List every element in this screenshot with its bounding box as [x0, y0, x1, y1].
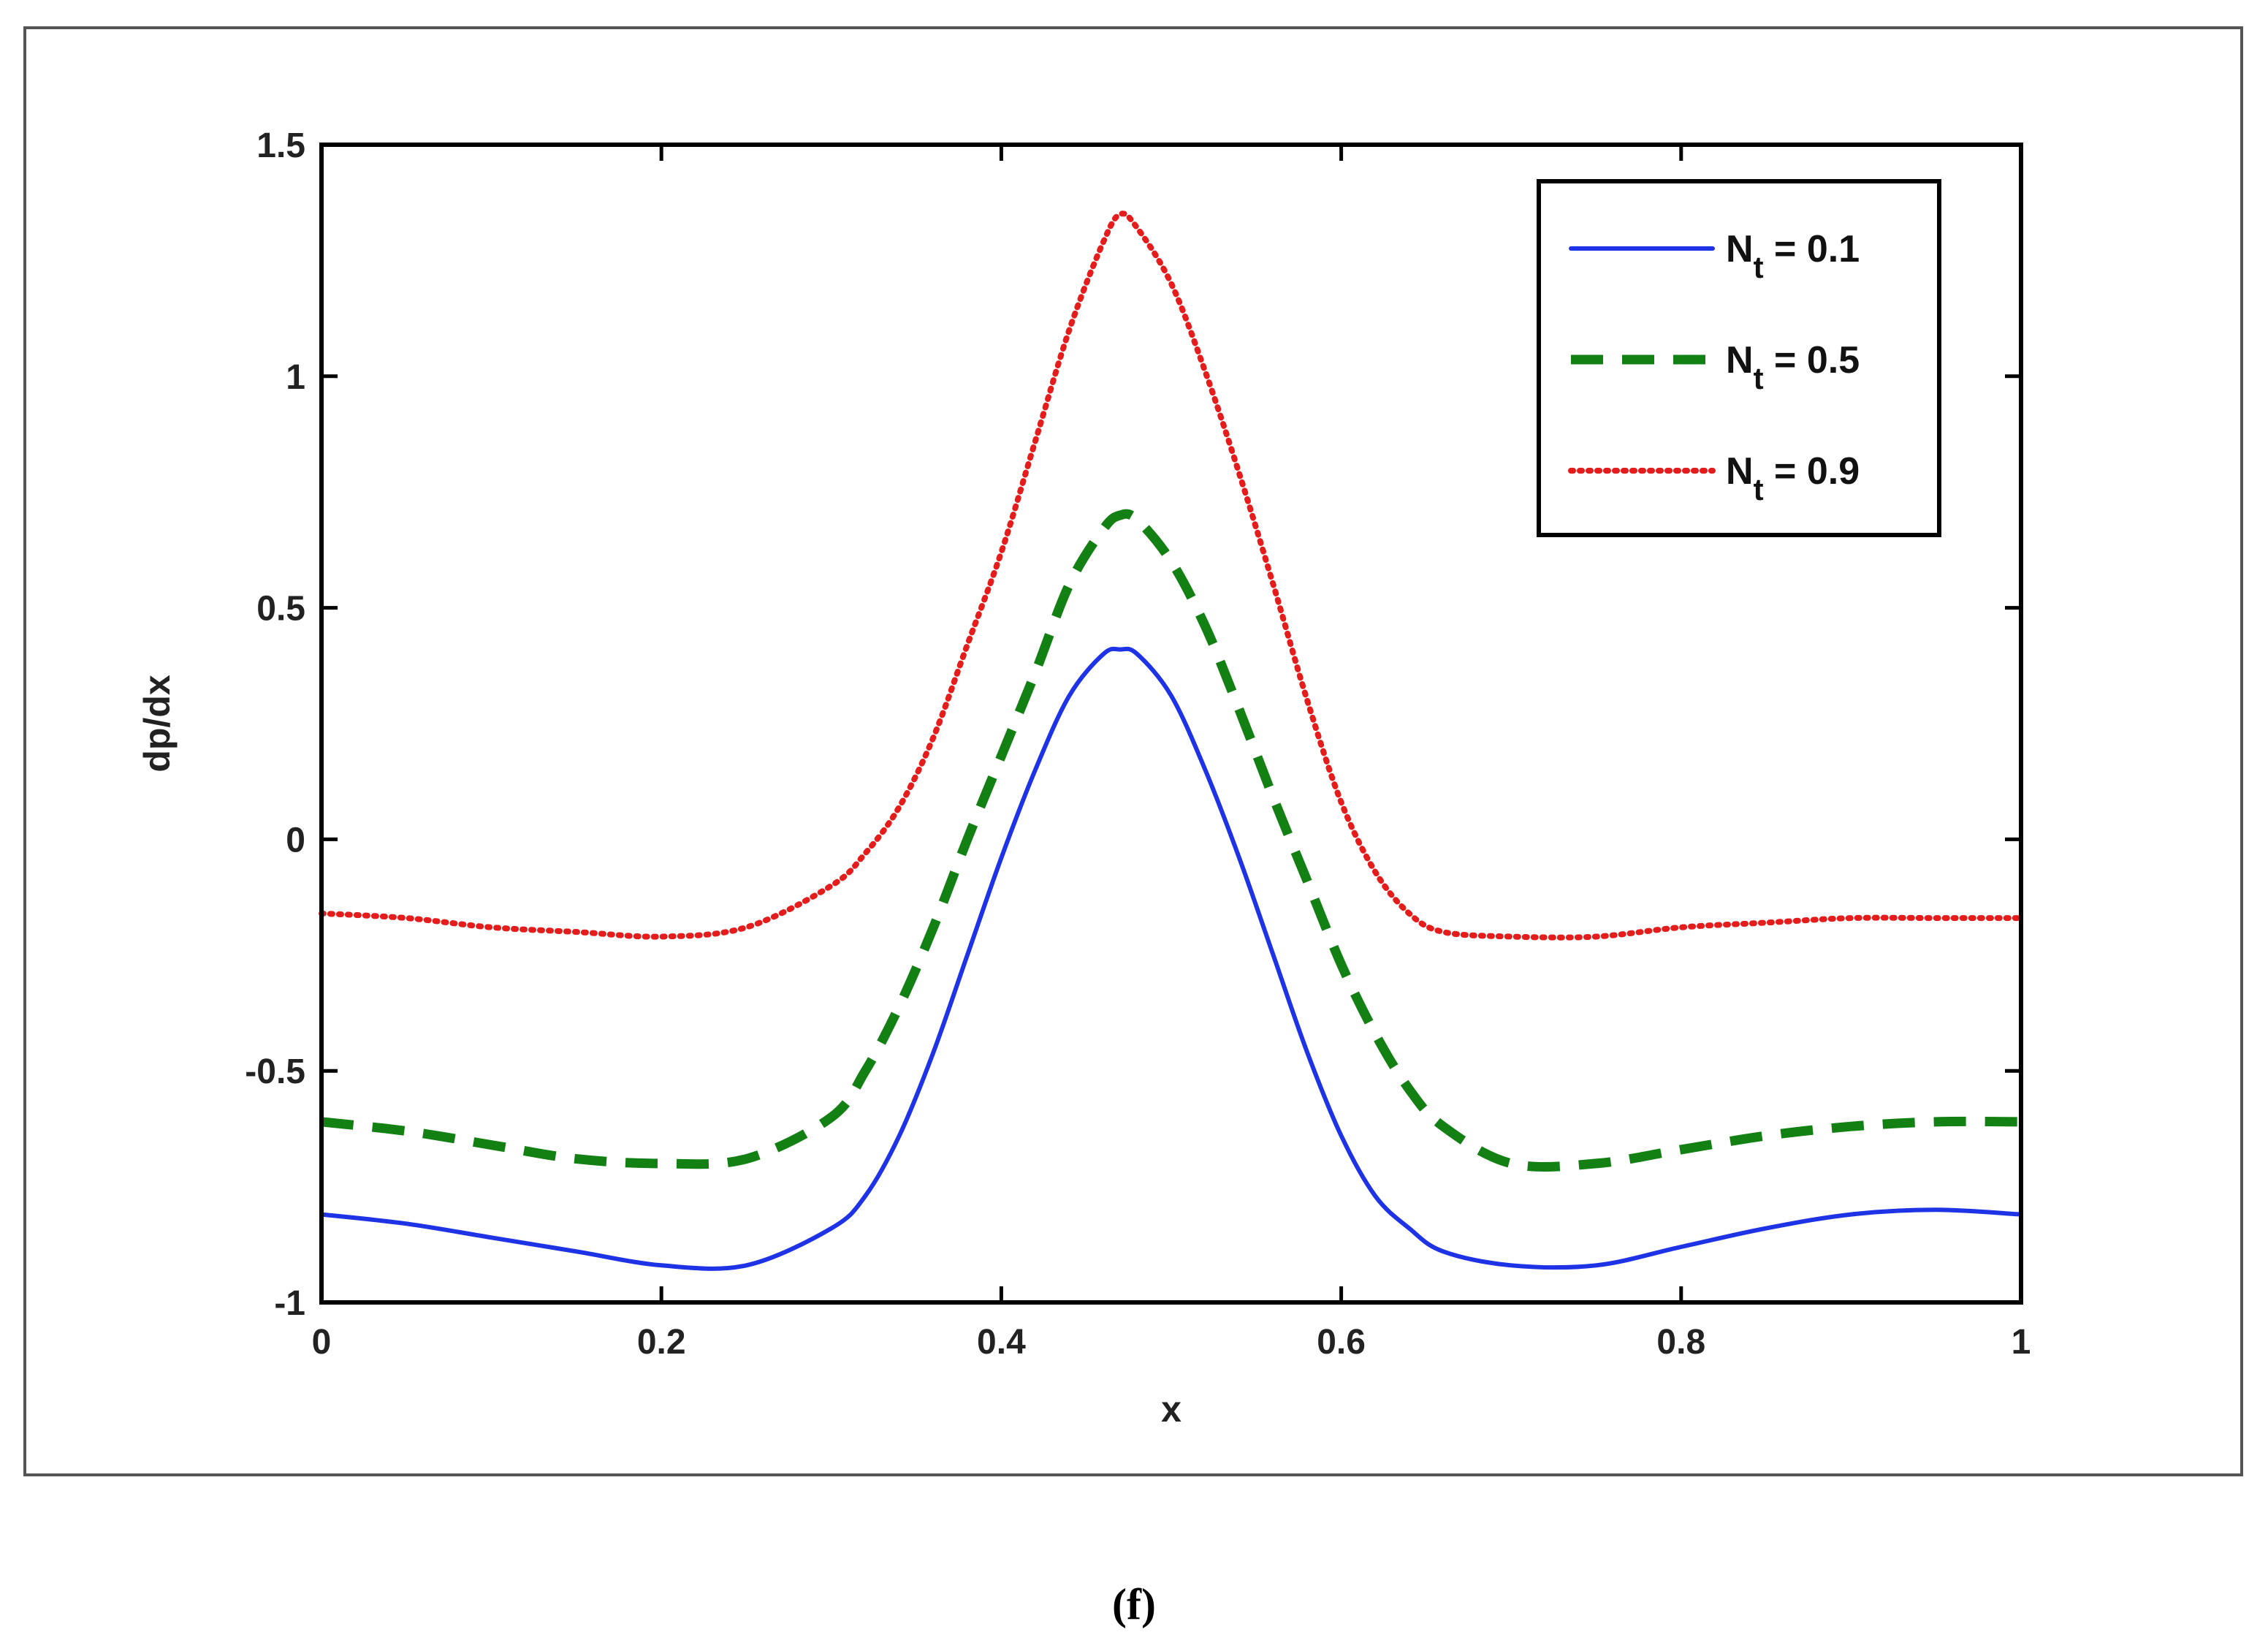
legend-label-value: = 0.9	[1764, 450, 1860, 493]
x-tick-label-0-6: 0.6	[1317, 1323, 1366, 1362]
y-tick-label-1: -1	[274, 1284, 305, 1323]
series-line-Nt-0-9	[319, 210, 2024, 941]
legend-entries: Nt = 0.1Nt = 0.5Nt = 0.9	[1568, 228, 1860, 506]
y-axis-label: dp/dx	[137, 675, 178, 773]
series-line-Nt-0-1	[319, 646, 2023, 1271]
x-tick-label-1: 1	[2012, 1323, 2031, 1362]
legend-label-name: N	[1726, 339, 1754, 382]
y-tick-label-0-5: 0.5	[256, 590, 305, 629]
y-tick-label-0-5: -0.5	[245, 1052, 305, 1091]
legend-entry-2: Nt = 0.5	[1571, 339, 1860, 395]
y-tick-label-0: 0	[286, 821, 305, 860]
y-tick-label-1: 1	[286, 358, 305, 397]
y-tick-label-1-5: 1.5	[256, 126, 305, 165]
legend-box	[1537, 179, 1941, 537]
x-axis-label: x	[1161, 1389, 1181, 1430]
x-tick-label-0-2: 0.2	[637, 1323, 686, 1362]
legend-label-name: N	[1726, 228, 1754, 270]
legend-label-subscript: t	[1754, 361, 1764, 395]
legend-label-subscript: t	[1754, 250, 1764, 284]
legend-entry-3: Nt = 0.9	[1568, 450, 1860, 506]
legend: Nt = 0.1Nt = 0.5Nt = 0.9	[1537, 179, 1941, 537]
ticks-layer	[319, 143, 2023, 1305]
axes-box	[319, 143, 2023, 1305]
x-tick-label-0: 0	[312, 1323, 332, 1362]
legend-label-subscript: t	[1754, 472, 1764, 506]
tick-label-layer: 0 0.2 0.4 0.6 0.8 1 -1 -0.5 0 0.5 1 1.5	[245, 126, 2031, 1362]
legend-entry-1: Nt = 0.1	[1569, 228, 1860, 284]
series-layer	[319, 210, 2024, 1271]
legend-label-1: Nt = 0.1	[1726, 228, 1860, 284]
x-tick-label-0-8: 0.8	[1656, 1323, 1705, 1362]
x-tick-label-0-4: 0.4	[977, 1323, 1026, 1362]
legend-label-value: = 0.5	[1764, 339, 1860, 382]
legend-label-name: N	[1726, 450, 1754, 493]
legend-label-value: = 0.1	[1764, 228, 1860, 270]
legend-label-2: Nt = 0.5	[1726, 339, 1860, 395]
legend-label-3: Nt = 0.9	[1726, 450, 1860, 506]
figure-caption: (f)	[1112, 1580, 1156, 1628]
